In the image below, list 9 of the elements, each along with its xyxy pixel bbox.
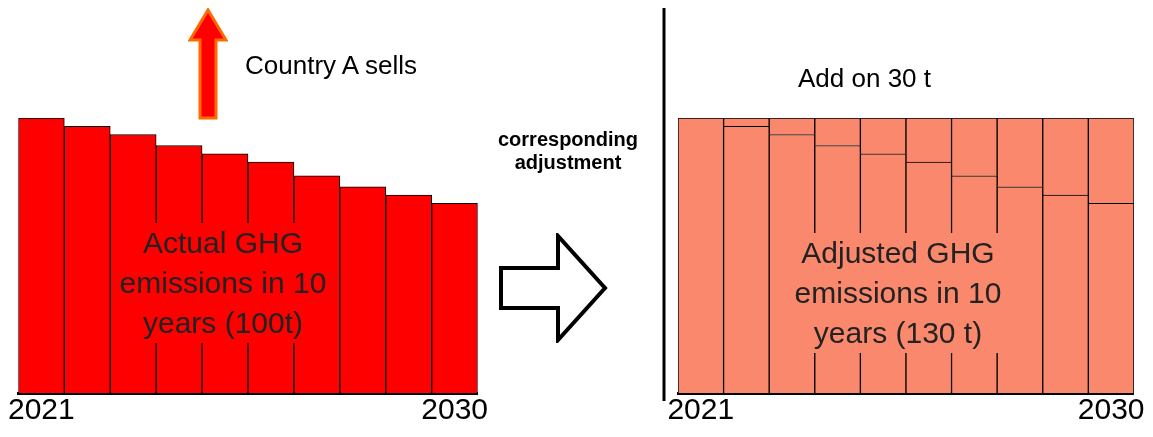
- x-tick-label: 2021: [667, 392, 735, 426]
- text: Add on 30 t: [798, 63, 931, 94]
- x-tick-label: 2021: [7, 392, 75, 426]
- x-tick-label: 2030: [1077, 392, 1145, 426]
- annotation: Adjusted GHG emissions in 10 years (130 t): [793, 233, 1003, 353]
- text: Country A sells: [245, 50, 417, 81]
- text: corresponding adjustment: [497, 128, 639, 174]
- x-tick-label: 2030: [421, 392, 489, 426]
- annotation: Actual GHG emissions in 10 years (100t): [118, 223, 328, 343]
